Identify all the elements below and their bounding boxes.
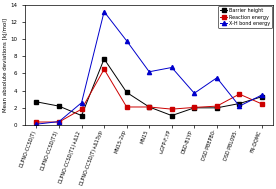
Reaction energy (260, 103, 264, 105)
Barrier height (238, 102, 241, 105)
Barrier height (193, 107, 196, 109)
X-H bond energy (260, 94, 264, 96)
Barrier height (35, 101, 38, 103)
Line: Barrier height: Barrier height (35, 57, 264, 117)
Reaction energy (238, 93, 241, 95)
X-H bond energy (125, 40, 128, 42)
Line: X-H bond energy: X-H bond energy (34, 10, 264, 126)
X-H bond energy (35, 123, 38, 125)
Y-axis label: Mean absolute deviations [kJ/mol]: Mean absolute deviations [kJ/mol] (3, 18, 8, 112)
Barrier height (170, 114, 173, 117)
Reaction energy (35, 121, 38, 123)
Reaction energy (57, 121, 61, 123)
Reaction energy (80, 108, 83, 110)
Barrier height (80, 114, 83, 117)
X-H bond energy (148, 71, 151, 73)
Barrier height (125, 91, 128, 94)
Barrier height (260, 96, 264, 98)
X-H bond energy (102, 11, 106, 13)
Reaction energy (148, 106, 151, 108)
X-H bond energy (80, 101, 83, 104)
Reaction energy (170, 108, 173, 110)
Barrier height (102, 58, 106, 60)
Reaction energy (215, 105, 219, 107)
Reaction energy (125, 106, 128, 108)
X-H bond energy (238, 105, 241, 107)
Reaction energy (102, 68, 106, 70)
X-H bond energy (57, 120, 61, 123)
Barrier height (57, 105, 61, 107)
Line: Reaction energy: Reaction energy (35, 67, 264, 124)
X-H bond energy (193, 92, 196, 94)
Barrier height (215, 107, 219, 109)
Reaction energy (193, 106, 196, 108)
X-H bond energy (170, 66, 173, 69)
Barrier height (148, 106, 151, 108)
X-H bond energy (215, 77, 219, 79)
Legend: Barrier height, Reaction energy, X-H bond energy: Barrier height, Reaction energy, X-H bon… (218, 6, 272, 28)
